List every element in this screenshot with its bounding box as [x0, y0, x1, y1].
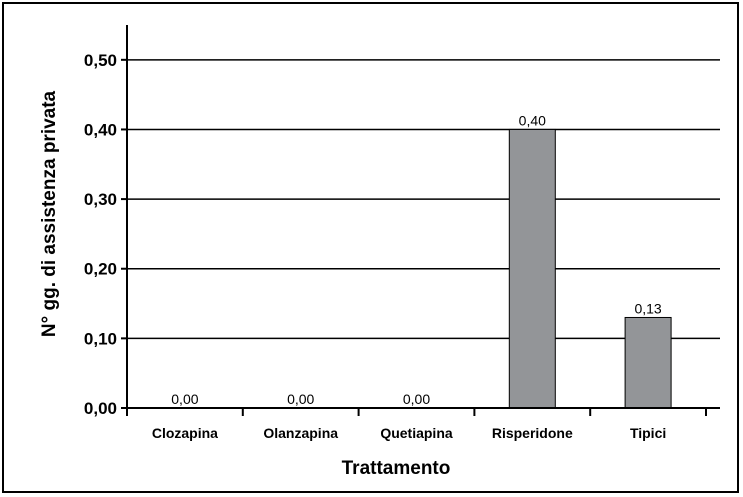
x-tick-label: Tipici: [630, 425, 666, 441]
y-axis-title: N° gg. di assistenza privata: [39, 90, 60, 337]
bar-tipici: [624, 316, 672, 409]
gridlines: [121, 58, 720, 409]
x-tick-labels: Clozapina Olanzapina Quetiapina Risperidone…: [126, 408, 707, 441]
data-label-quetiapina: 0,00: [403, 391, 430, 407]
x-tick-label: Quetiapina: [380, 425, 453, 441]
data-label-risperidone: 0,40: [519, 112, 546, 128]
y-tick-label: 0,10: [84, 329, 117, 348]
data-labels: 0,00 0,00 0,00 0,40 0,13: [171, 112, 662, 407]
y-tick-label: 0,00: [84, 399, 117, 418]
x-tick-label: Risperidone: [492, 425, 573, 441]
y-tick-labels: 0,00 0,10 0,20 0,30 0,40 0,50: [84, 51, 117, 418]
bar-risperidone: [508, 128, 556, 409]
chart-frame: [2, 2, 739, 493]
y-tick-label: 0,40: [84, 120, 117, 139]
x-tick-label: Olanzapina: [263, 425, 338, 441]
axes: [126, 25, 720, 409]
data-label-tipici: 0,13: [634, 300, 661, 316]
y-tick-label: 0,30: [84, 190, 117, 209]
data-label-olanzapina: 0,00: [287, 391, 314, 407]
x-axis-title: Trattamento: [342, 458, 451, 479]
y-tick-label: 0,50: [84, 51, 117, 70]
y-tick-label: 0,20: [84, 260, 117, 279]
data-label-clozapina: 0,00: [171, 391, 198, 407]
bars: [508, 128, 672, 409]
x-tick-label: Clozapina: [152, 425, 218, 441]
